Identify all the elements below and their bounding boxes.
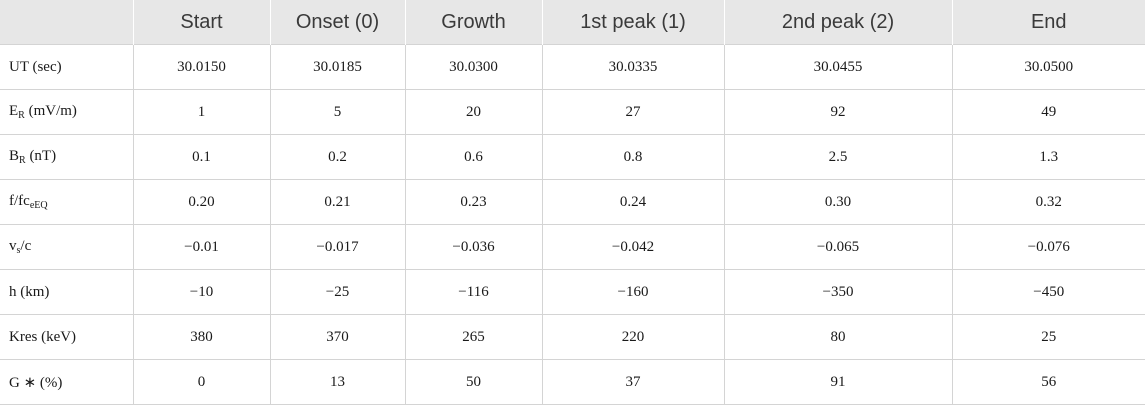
table-cell: 30.0455 bbox=[723, 44, 952, 90]
table-row: vs/c −0.01 −0.017 −0.036 −0.042 −0.065 −0.076 bbox=[0, 224, 1145, 270]
table-cell: 30.0335 bbox=[541, 44, 724, 90]
row-label: Kres (keV) bbox=[0, 314, 133, 360]
table-cell: 0.2 bbox=[269, 134, 405, 180]
table-row: UT (sec) 30.0150 30.0185 30.0300 30.0335 30.0… bbox=[0, 44, 1145, 90]
table-cell: −10 bbox=[132, 269, 270, 315]
row-label-main: B bbox=[9, 148, 20, 164]
table-cell: −25 bbox=[269, 269, 405, 315]
table-cell: 220 bbox=[541, 314, 724, 360]
row-label-unit: /c bbox=[20, 238, 32, 254]
table-cell: −0.01 bbox=[132, 224, 270, 270]
row-label-subscript: R bbox=[18, 110, 25, 121]
row-label: G ∗ (%) bbox=[0, 359, 133, 405]
table-cell: 30.0150 bbox=[132, 44, 270, 90]
table-cell: 92 bbox=[723, 89, 952, 135]
table-row: f/fceEQ 0.20 0.21 0.23 0.24 0.30 0.32 bbox=[0, 179, 1145, 225]
table-cell: 56 bbox=[951, 359, 1145, 405]
table-cell: −0.042 bbox=[541, 224, 724, 270]
table-cell: 25 bbox=[951, 314, 1145, 360]
table-row: Kres (keV) 380 370 265 220 80 25 bbox=[0, 314, 1145, 360]
header-cell-end: End bbox=[951, 0, 1145, 45]
row-label: f/fceEQ bbox=[0, 179, 133, 225]
header-cell-onset: Onset (0) bbox=[269, 0, 405, 45]
table-row: h (km) −10 −25 −116 −160 −350 −450 bbox=[0, 269, 1145, 315]
table-cell: 30.0300 bbox=[404, 44, 542, 90]
table-cell: 20 bbox=[404, 89, 542, 135]
row-label: ER (mV/m) bbox=[0, 89, 133, 135]
table-cell: 380 bbox=[132, 314, 270, 360]
row-label-subscript: s bbox=[16, 245, 21, 256]
table-cell: 1 bbox=[132, 89, 270, 135]
row-label-main: Kres (keV) bbox=[9, 328, 77, 345]
table-cell: 91 bbox=[723, 359, 952, 405]
table-cell: −450 bbox=[951, 269, 1145, 315]
table-row: ER (mV/m) 1 5 20 27 92 49 bbox=[0, 89, 1145, 135]
row-label-main: f/fc bbox=[9, 193, 30, 209]
row-label-unit: (nT) bbox=[25, 148, 57, 164]
table-cell: 0.6 bbox=[404, 134, 542, 180]
row-label: h (km) bbox=[0, 269, 133, 315]
table-cell: 80 bbox=[723, 314, 952, 360]
row-label-subscript: R bbox=[19, 155, 26, 166]
table-cell: 0.30 bbox=[723, 179, 952, 225]
table-cell: 265 bbox=[404, 314, 542, 360]
table-cell: 0 bbox=[132, 359, 270, 405]
table-cell: −0.017 bbox=[269, 224, 405, 270]
table-cell: 30.0500 bbox=[951, 44, 1145, 90]
table-cell: 5 bbox=[269, 89, 405, 135]
table-cell: 0.8 bbox=[541, 134, 724, 180]
table-cell: 0.24 bbox=[541, 179, 724, 225]
row-label-main: v bbox=[9, 238, 17, 254]
header-cell-first-peak: 1st peak (1) bbox=[541, 0, 724, 45]
table-cell: 0.32 bbox=[951, 179, 1145, 225]
header-row: Start Onset (0) Growth 1st peak (1) 2nd … bbox=[0, 0, 1145, 45]
table-body: UT (sec) 30.0150 30.0185 30.0300 30.0335 30.0… bbox=[0, 44, 1145, 405]
header-cell-start: Start bbox=[132, 0, 270, 45]
table-cell: 37 bbox=[541, 359, 724, 405]
table-cell: 13 bbox=[269, 359, 405, 405]
row-label: BR (nT) bbox=[0, 134, 133, 180]
table-cell: 2.5 bbox=[723, 134, 952, 180]
row-label-main: UT (sec) bbox=[9, 58, 62, 75]
table-cell: −116 bbox=[404, 269, 542, 315]
table-cell: −0.036 bbox=[404, 224, 542, 270]
table-cell: −350 bbox=[723, 269, 952, 315]
table-cell: 0.1 bbox=[132, 134, 270, 180]
table-cell: 0.20 bbox=[132, 179, 270, 225]
table-row: G ∗ (%) 0 13 50 37 91 56 bbox=[0, 359, 1145, 405]
row-label-unit: (mV/m) bbox=[24, 103, 77, 119]
table-cell: −160 bbox=[541, 269, 724, 315]
table-cell: −0.065 bbox=[723, 224, 952, 270]
table-cell: 370 bbox=[269, 314, 405, 360]
header-cell-growth: Growth bbox=[404, 0, 542, 45]
header-cell-label bbox=[0, 0, 133, 45]
table-cell: 0.21 bbox=[269, 179, 405, 225]
table-cell: 30.0185 bbox=[269, 44, 405, 90]
table-cell: 0.23 bbox=[404, 179, 542, 225]
row-label-subscript: eEQ bbox=[29, 200, 48, 211]
row-label: vs/c bbox=[0, 224, 133, 270]
table-cell: 27 bbox=[541, 89, 724, 135]
header-cell-second-peak: 2nd peak (2) bbox=[723, 0, 952, 45]
table-row: BR (nT) 0.1 0.2 0.6 0.8 2.5 1.3 bbox=[0, 134, 1145, 180]
table-cell: 49 bbox=[951, 89, 1145, 135]
table-cell: 1.3 bbox=[951, 134, 1145, 180]
row-label-main: h (km) bbox=[9, 283, 50, 300]
row-label: UT (sec) bbox=[0, 44, 133, 90]
row-label-main: E bbox=[9, 103, 19, 119]
table-cell: −0.076 bbox=[951, 224, 1145, 270]
table-cell: 50 bbox=[404, 359, 542, 405]
row-label-main: G ∗ (%) bbox=[9, 374, 63, 391]
